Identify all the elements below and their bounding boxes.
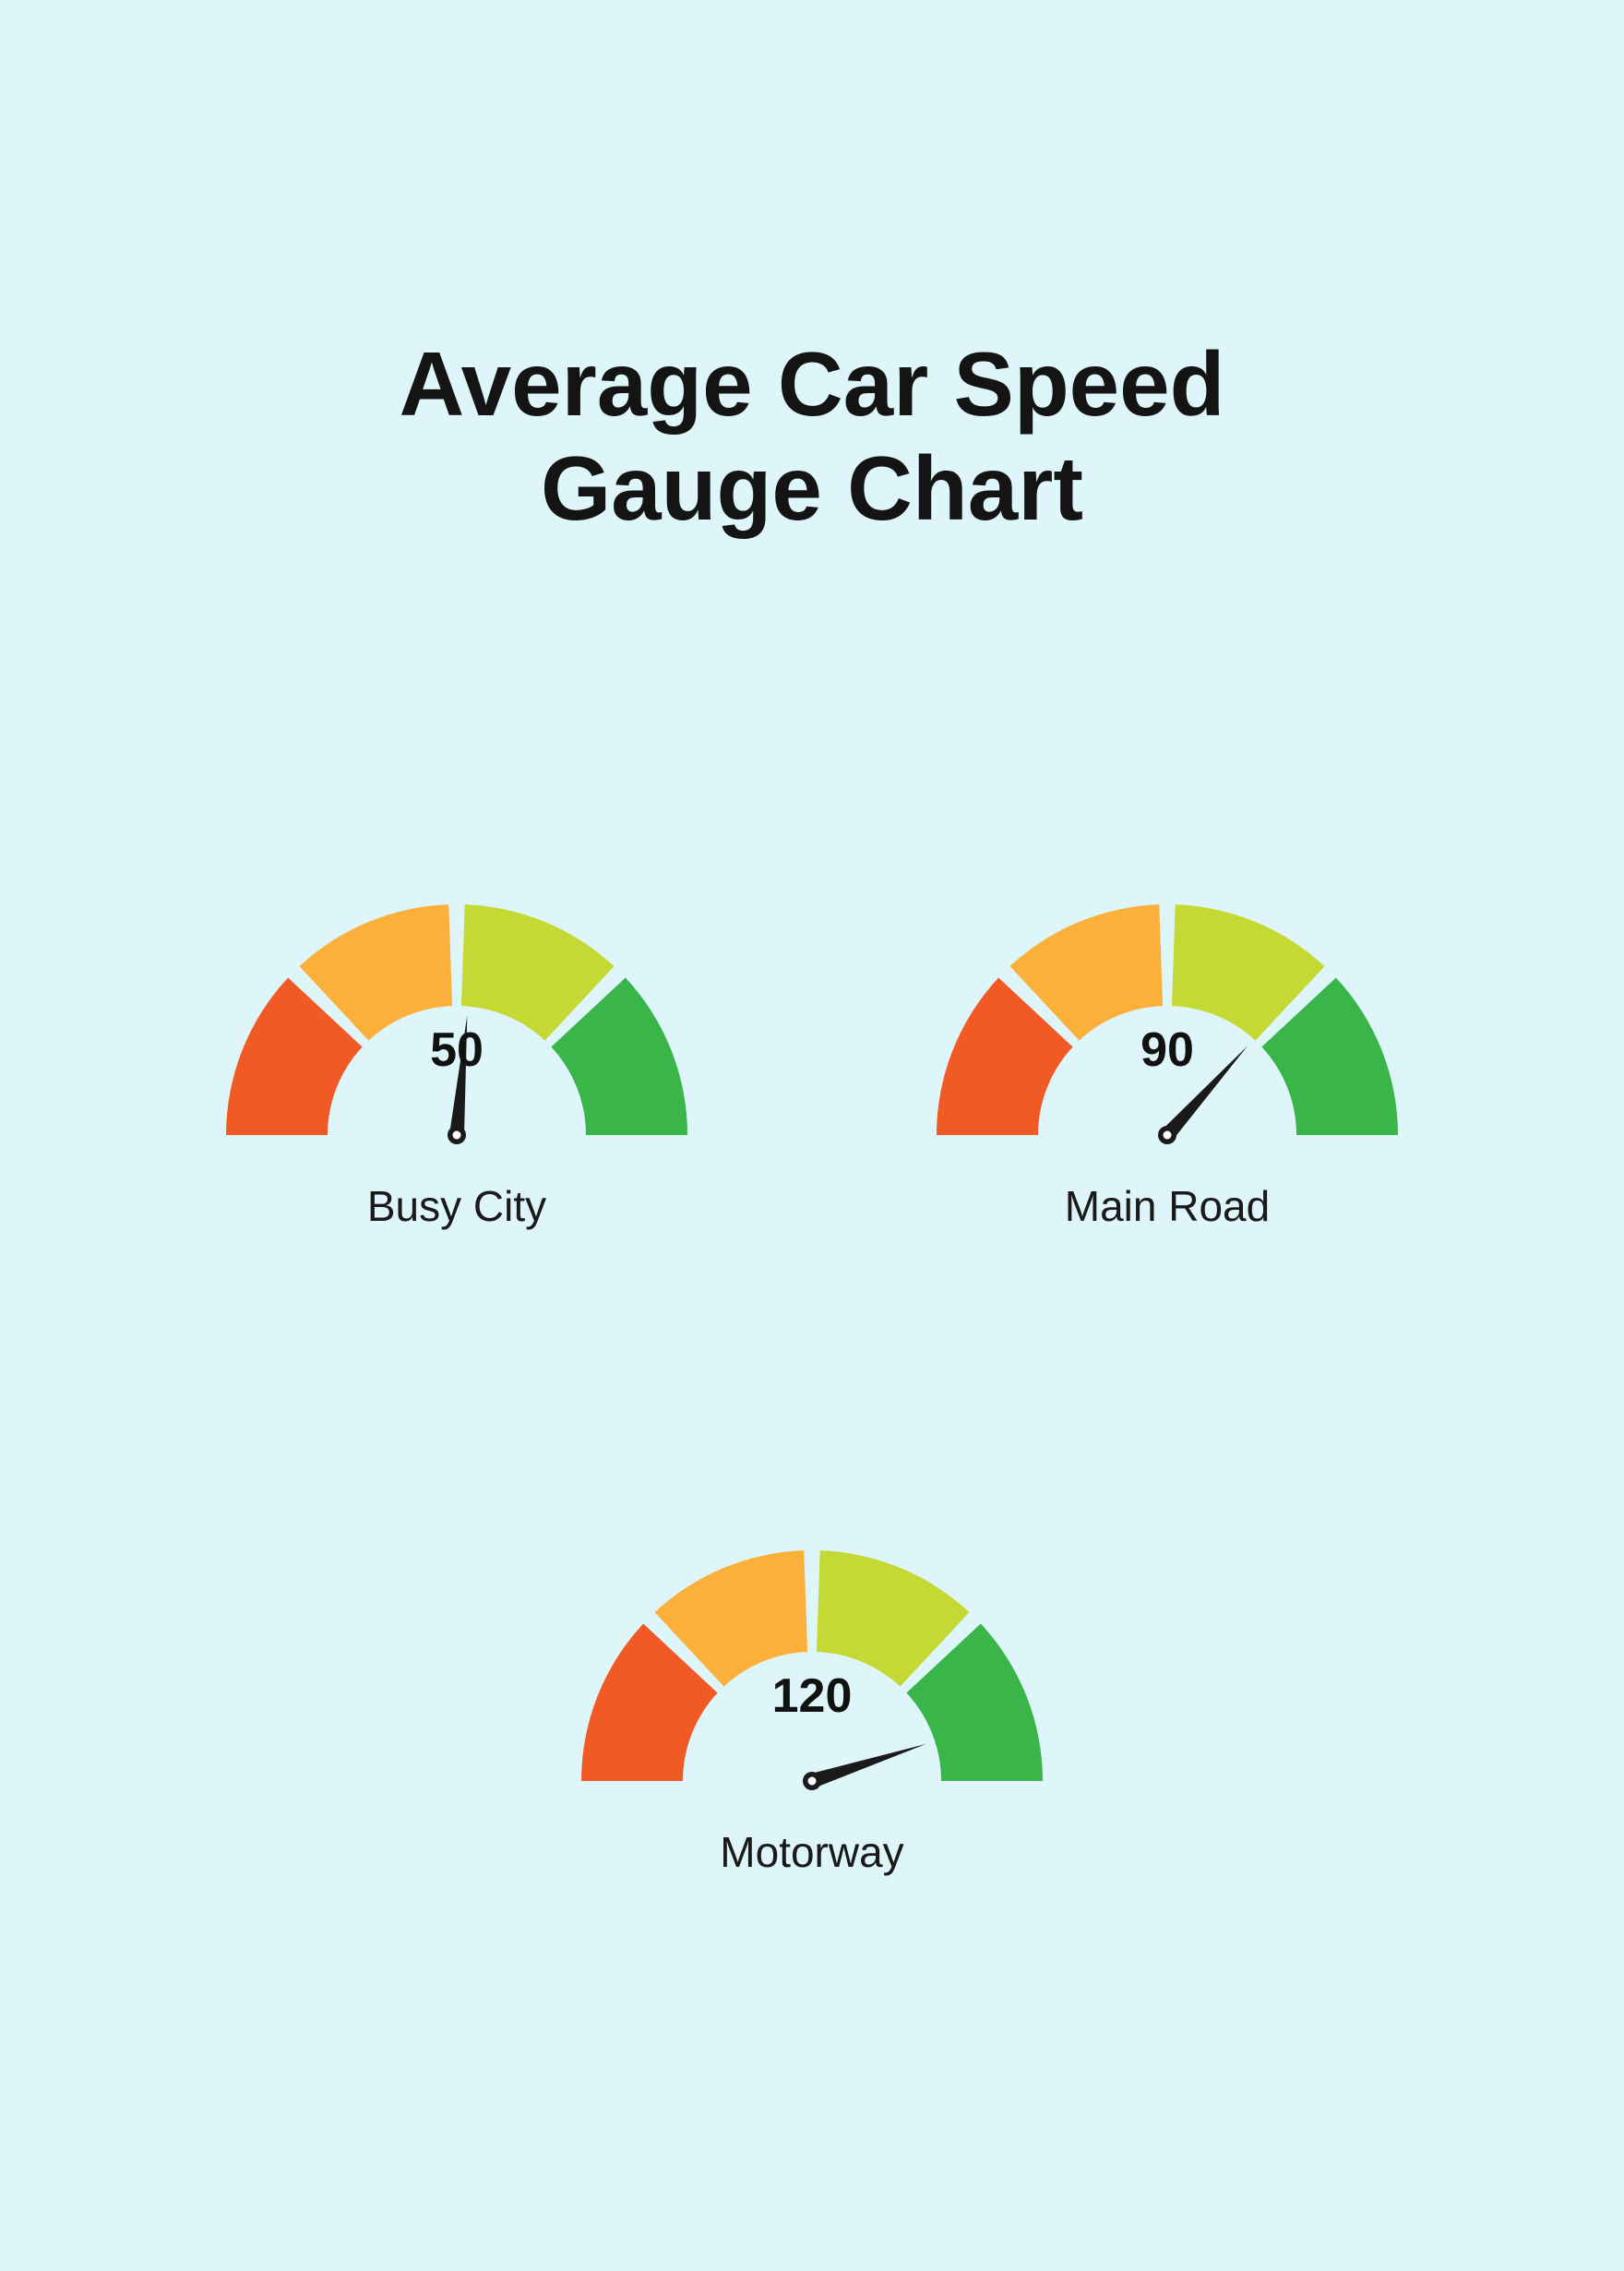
gauge-value: 90 (1140, 1022, 1194, 1078)
page-title: Average Car Speed Gauge Chart (0, 332, 1624, 540)
gauge-box: 120 (563, 1532, 1061, 1809)
gauge-busy-city: 50 Busy City (208, 886, 706, 1231)
gauge-label: Main Road (1065, 1181, 1270, 1231)
gauge-label: Motorway (720, 1827, 903, 1877)
page: Average Car Speed Gauge Chart 50 Busy Ci… (0, 0, 1624, 2271)
gauge-label: Busy City (367, 1181, 546, 1231)
gauges-row-1: 50 Busy City 90 Main Road (0, 886, 1624, 1231)
gauge-box: 50 (208, 886, 706, 1163)
title-line-2: Gauge Chart (541, 437, 1083, 539)
gauges-row-2: 120 Motorway (0, 1532, 1624, 1877)
gauge-main-road: 90 Main Road (918, 886, 1416, 1231)
gauge-motorway: 120 Motorway (563, 1532, 1061, 1877)
title-line-1: Average Car Speed (399, 333, 1224, 435)
gauge-box: 90 (918, 886, 1416, 1163)
gauge-value: 120 (772, 1668, 853, 1724)
gauge-value: 50 (430, 1022, 484, 1078)
